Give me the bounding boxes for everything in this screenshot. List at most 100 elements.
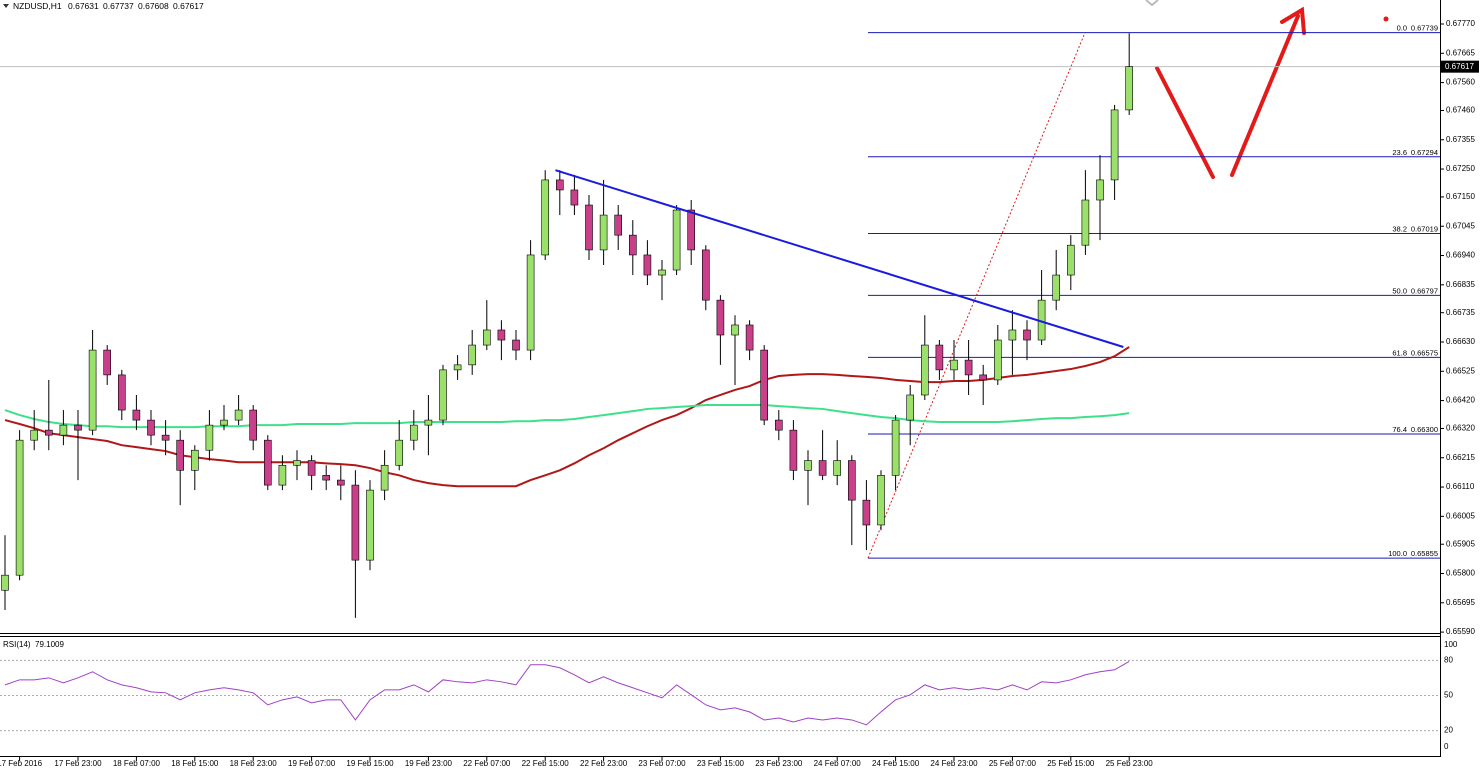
candle-body [234,409,243,421]
symbol: NZDUSD,H1 [13,1,62,11]
fib-value: 0.66797 [1411,286,1438,295]
candle-body [220,419,228,426]
candle-body [1067,244,1075,276]
y-tick-label: 0.66420 [1446,396,1475,405]
y-tick-label: 0.66005 [1446,511,1475,520]
fib-value: 0.67739 [1411,24,1438,33]
candle-body [30,429,39,441]
y-tick-label: 0.67355 [1446,135,1475,144]
candle-body [716,299,725,336]
arrow-down-stroke [1155,66,1215,179]
candle-body [191,449,199,471]
x-tick-label: 23 Feb 07:00 [638,759,686,768]
candle-body [950,359,958,371]
y-tick-label: 0.67150 [1446,192,1475,201]
y-tick-label: 0.66320 [1446,424,1475,433]
x-tick-label: 19 Feb 15:00 [346,759,394,768]
candle-body [964,359,973,376]
rsi-tick-label: 0 [1444,742,1449,751]
rsi-tick-label: 100 [1444,640,1458,649]
fib-value: 0.66300 [1411,425,1438,434]
candle-body [906,394,915,421]
y-tick-label: 0.67250 [1446,164,1475,173]
rsi-current: 79.1009 [35,640,64,649]
candle-body [351,484,360,561]
y-tick-label: 0.66735 [1446,308,1475,317]
x-tick-label: 23 Feb 23:00 [755,759,803,768]
x-tick-label: 25 Feb 07:00 [989,759,1037,768]
candle-body [263,439,272,486]
y-tick-label: 0.65590 [1446,627,1475,636]
rsi-tick-label: 20 [1444,726,1453,735]
fib-level-label: 23.6 [1392,148,1407,157]
candle-body [1,574,9,591]
x-tick-label: 17 Feb 2016 [0,759,43,768]
candle-body [877,475,885,526]
candle-body [847,460,856,501]
candle-body [453,364,462,371]
candle-body [74,424,82,431]
candle-body [585,204,593,251]
candle-body [1081,199,1090,246]
y-tick-label: 0.66940 [1446,251,1475,260]
candle-body [687,209,696,251]
marker-dot [1383,16,1389,22]
y-tick-label: 0.67460 [1446,106,1475,115]
candle-body [59,424,68,436]
candle-body [439,369,447,421]
header-low: 0.67608 [138,1,169,11]
candle-body [468,344,477,366]
candle-body [672,209,681,271]
menu-arrow[interactable] [3,4,9,8]
y-tick-label: 0.66110 [1446,482,1475,491]
candle-body [628,234,637,256]
candle-body [701,249,710,301]
header-open: 0.67631 [68,1,99,11]
candle-body [103,349,111,376]
arrow-head [1280,6,1306,35]
rsi-line [4,661,1130,726]
candle-body [1052,274,1060,301]
candle-body [891,419,900,476]
fib-level-label: 50.0 [1392,286,1407,295]
x-tick-label: 19 Feb 07:00 [288,759,336,768]
fib-level-label: 0.0 [1397,24,1407,33]
arrow-up-stroke [1230,14,1300,177]
candle-body [132,409,141,421]
candle-body [15,439,24,576]
candle-body [366,489,374,561]
y-tick-label: 0.65800 [1446,569,1475,578]
candle-body [935,344,944,371]
candle-body [512,339,520,351]
candle-body [833,460,842,476]
candle-body [293,460,301,466]
candle-body [205,424,214,451]
scroll-marker [1145,0,1159,7]
candle-body [176,439,184,471]
rsi-tick-label: 80 [1444,656,1453,665]
candle-body [1008,329,1017,341]
header-close: 0.67617 [173,1,204,11]
rsi-tick-label: 50 [1444,691,1453,700]
candle-body [570,189,579,206]
y-tick-label: 0.66630 [1446,337,1475,346]
fib-level-label: 38.2 [1392,224,1407,233]
candle-body [118,374,126,411]
candle-body [731,324,739,336]
trendline [555,169,1124,348]
x-tick-label: 23 Feb 15:00 [697,759,745,768]
fib-value: 0.67019 [1411,224,1438,233]
candle-body [161,434,170,441]
drawn-arrow [1155,6,1306,179]
candle-body [993,339,1002,381]
y-tick-label: 0.65695 [1446,598,1475,607]
candle-body [482,329,491,346]
x-tick-label: 18 Feb 15:00 [171,759,219,768]
candle-body [380,464,389,491]
candle-body [249,409,257,441]
current-price-box [1441,60,1479,73]
candle-body [599,214,608,251]
candle-body [1023,329,1031,341]
y-tick-label: 0.66215 [1446,453,1475,462]
candle-body [789,429,798,471]
